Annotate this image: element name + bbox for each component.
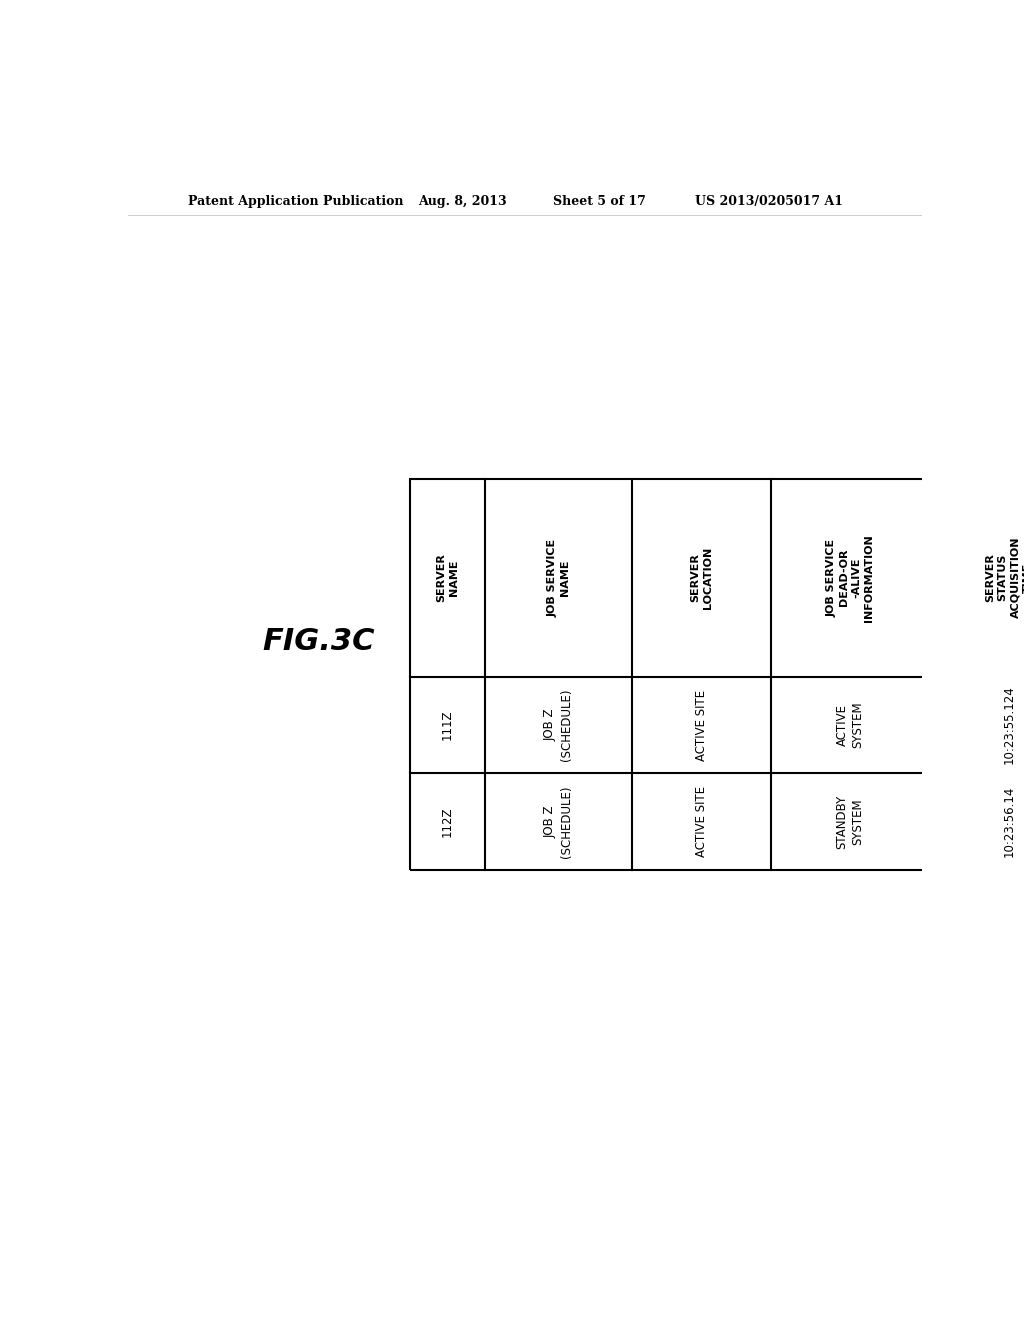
Text: SERVER
NAME: SERVER NAME (436, 553, 459, 602)
Text: ACTIVE SITE: ACTIVE SITE (695, 689, 708, 760)
Text: 112Z: 112Z (441, 807, 454, 837)
Bar (410, 479, 1024, 870)
Text: FIG.3C: FIG.3C (262, 627, 375, 656)
Text: 10:23:56.14: 10:23:56.14 (1002, 785, 1016, 857)
Text: SERVER
STATUS
ACQUISITION
TIME: SERVER STATUS ACQUISITION TIME (985, 537, 1024, 618)
Text: ACTIVE
SYSTEM: ACTIVE SYSTEM (836, 702, 864, 748)
Text: JOB SERVICE
NAME: JOB SERVICE NAME (547, 539, 569, 616)
Text: Aug. 8, 2013: Aug. 8, 2013 (418, 194, 506, 207)
Text: SERVER
LOCATION: SERVER LOCATION (690, 546, 713, 609)
Text: Patent Application Publication: Patent Application Publication (187, 194, 403, 207)
Text: STANDBY
SYSTEM: STANDBY SYSTEM (836, 795, 864, 849)
Text: US 2013/0205017 A1: US 2013/0205017 A1 (695, 194, 844, 207)
Text: 111Z: 111Z (441, 710, 454, 741)
Text: JOB Z
(SCHEDULE): JOB Z (SCHEDULE) (544, 689, 573, 762)
Text: JOB SERVICE
DEAD-OR
-ALIVE
INFORMATION: JOB SERVICE DEAD-OR -ALIVE INFORMATION (826, 533, 873, 622)
Text: 10:23:55.124: 10:23:55.124 (1002, 685, 1016, 764)
Text: Sheet 5 of 17: Sheet 5 of 17 (553, 194, 645, 207)
Text: ACTIVE SITE: ACTIVE SITE (695, 785, 708, 857)
Text: JOB Z
(SCHEDULE): JOB Z (SCHEDULE) (544, 785, 573, 858)
